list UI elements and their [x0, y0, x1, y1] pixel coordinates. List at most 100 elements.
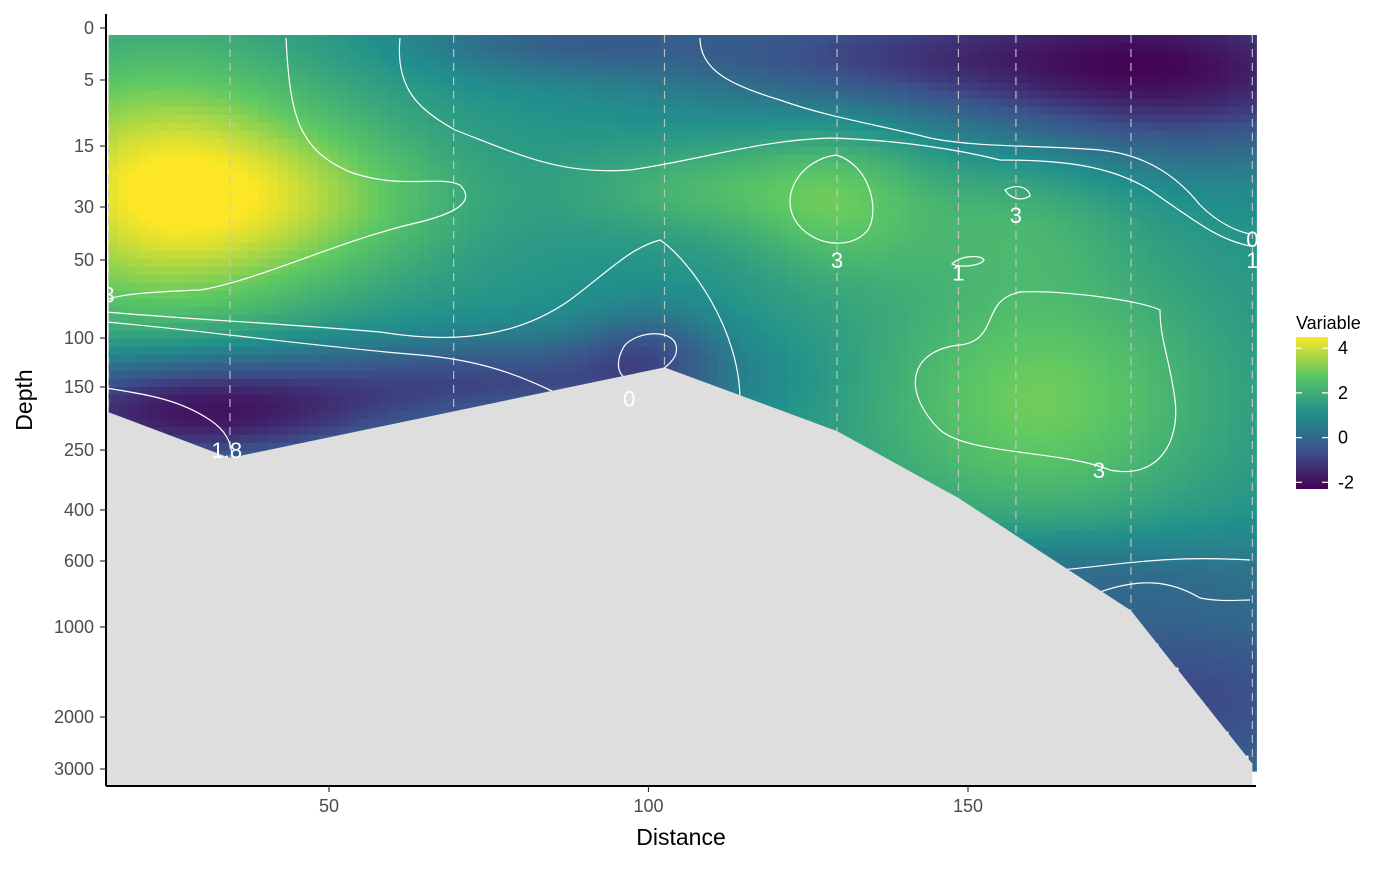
heatmap-cell — [738, 267, 750, 276]
heatmap-cell — [998, 139, 1010, 148]
heatmap-cell — [508, 195, 520, 204]
heatmap-cell — [278, 179, 290, 188]
heatmap-cell — [468, 187, 480, 196]
heatmap-cell — [1018, 115, 1030, 124]
heatmap-cell — [808, 251, 820, 260]
heatmap-cell — [588, 283, 600, 292]
heatmap-cell — [928, 155, 940, 164]
heatmap-cell — [228, 179, 240, 188]
heatmap-cell — [138, 91, 150, 100]
heatmap-cell — [838, 371, 850, 380]
heatmap-cell — [308, 91, 320, 100]
heatmap-cell — [498, 99, 510, 108]
heatmap-cell — [908, 219, 920, 228]
heatmap-cell — [498, 123, 510, 132]
heatmap-cell — [818, 211, 830, 220]
heatmap-cell — [688, 107, 700, 116]
heatmap-cell — [828, 179, 840, 188]
heatmap-cell — [868, 243, 880, 252]
heatmap-cell — [178, 83, 190, 92]
heatmap-cell — [288, 219, 300, 228]
heatmap-cell — [918, 227, 930, 236]
heatmap-cell — [388, 139, 400, 148]
heatmap-cell — [708, 323, 720, 332]
heatmap-cell — [948, 315, 960, 324]
heatmap-cell — [358, 115, 370, 124]
heatmap-cell — [768, 315, 780, 324]
heatmap-cell — [778, 99, 790, 108]
heatmap-cell — [368, 139, 380, 148]
heatmap-cell — [1138, 251, 1150, 260]
heatmap-cell — [1128, 259, 1140, 268]
heatmap-cell — [688, 307, 700, 316]
heatmap-cell — [198, 339, 210, 348]
heatmap-cell — [168, 211, 180, 220]
heatmap-cell — [788, 51, 800, 60]
heatmap-cell — [838, 363, 850, 372]
heatmap-cell — [1158, 307, 1170, 316]
heatmap-cell — [818, 35, 830, 44]
heatmap-cell — [488, 243, 500, 252]
heatmap-cell — [218, 43, 230, 52]
heatmap-cell — [868, 203, 880, 212]
heatmap-cell — [538, 139, 550, 148]
heatmap-cell — [558, 219, 570, 228]
heatmap-cell — [158, 139, 170, 148]
heatmap-cell — [278, 99, 290, 108]
heatmap-cell — [668, 139, 680, 148]
heatmap-cell — [438, 203, 450, 212]
heatmap-cell — [1088, 235, 1100, 244]
heatmap-cell — [508, 131, 520, 140]
heatmap-cell — [468, 59, 480, 68]
heatmap-cell — [638, 251, 650, 260]
heatmap-cell — [808, 227, 820, 236]
heatmap-cell — [958, 195, 970, 204]
heatmap-cell — [868, 315, 880, 324]
heatmap-cell — [918, 235, 930, 244]
heatmap-cell — [1188, 291, 1200, 300]
heatmap-cell — [658, 179, 670, 188]
heatmap-cell — [138, 211, 150, 220]
heatmap-cell — [388, 235, 400, 244]
heatmap-cell — [488, 163, 500, 172]
heatmap-cell — [1008, 315, 1020, 324]
heatmap-cell — [598, 211, 610, 220]
heatmap-cell — [878, 299, 890, 308]
heatmap-cell — [868, 211, 880, 220]
heatmap-cell — [228, 219, 240, 228]
heatmap-cell — [348, 123, 360, 132]
heatmap-cell — [908, 251, 920, 260]
heatmap-cell — [1128, 323, 1140, 332]
heatmap-cell — [648, 283, 660, 292]
heatmap-cell — [318, 291, 330, 300]
heatmap-cell — [438, 315, 450, 324]
heatmap-cell — [328, 267, 340, 276]
heatmap-cell — [1218, 235, 1230, 244]
heatmap-cell — [188, 131, 200, 140]
heatmap-cell — [928, 219, 940, 228]
heatmap-cell — [518, 275, 530, 284]
heatmap-cell — [388, 75, 400, 84]
heatmap-cell — [1078, 323, 1090, 332]
heatmap-cell — [1198, 275, 1210, 284]
heatmap-cell — [458, 355, 470, 364]
heatmap-cell — [1228, 187, 1240, 196]
heatmap-cell — [308, 123, 320, 132]
heatmap-cell — [198, 307, 210, 316]
heatmap-cell — [588, 251, 600, 260]
heatmap-cell — [1068, 347, 1080, 356]
heatmap-cell — [558, 131, 570, 140]
heatmap-cell — [568, 179, 580, 188]
heatmap-cell — [538, 363, 550, 372]
heatmap-cell — [1058, 203, 1070, 212]
heatmap-cell — [418, 339, 430, 348]
heatmap-cell — [758, 227, 770, 236]
heatmap-cell — [238, 147, 250, 156]
heatmap-cell — [538, 227, 550, 236]
heatmap-cell — [338, 147, 350, 156]
heatmap-cell — [738, 171, 750, 180]
heatmap-cell — [318, 131, 330, 140]
heatmap-cell — [508, 315, 520, 324]
heatmap-cell — [988, 123, 1000, 132]
heatmap-cell — [178, 195, 190, 204]
